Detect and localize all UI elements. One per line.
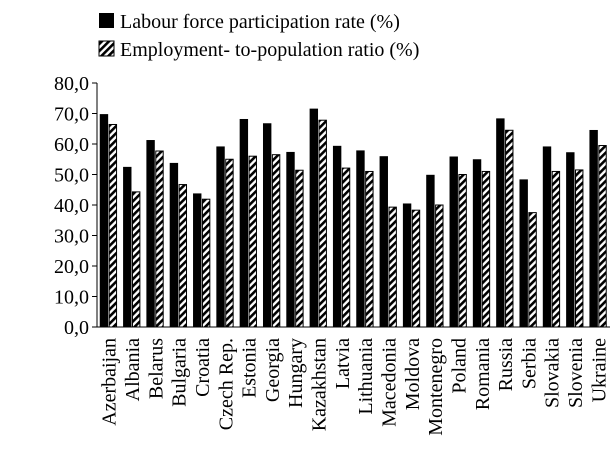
x-tick-label: Croatia [192,338,214,397]
x-axis: Azerbaijan Albania Belarus Bulgaria Croatia C… [97,326,610,436]
bar-employment-15 [458,174,467,328]
bar-labour-7 [262,123,272,327]
y-tick-label: 50,0 [54,165,89,187]
bar-employment-12 [388,206,397,328]
y-tick-label: 0,0 [64,317,89,339]
x-tick-label: Macedonia [378,338,400,427]
x-tick-label: Bulgaria [169,338,191,407]
x-tick-label: Montenegro [425,338,447,436]
bar-employment-4 [201,198,211,328]
bar-labour-14 [426,174,435,327]
bar-labour-12 [379,156,388,327]
bar-employment-8 [295,169,304,328]
x-tick-label: Moldova [402,338,424,410]
x-tick-label: Albania [122,338,144,401]
x-tick-label: Estonia [239,338,261,398]
y-tick-label: 40,0 [54,195,89,217]
bar-employment-9 [318,119,327,328]
x-tick-label: Slovakia [542,338,564,408]
bar-employment-10 [341,167,351,328]
x-tick-label: Georgia [262,338,284,402]
y-tick-label: 80,0 [54,73,89,95]
x-tick-label: Kazakhstan [309,338,331,431]
x-tick-label: Poland [448,338,470,394]
bar-labour-15 [449,156,458,327]
bar-labour-11 [356,150,365,327]
bar-employment-20 [575,169,584,328]
y-tick-label: 60,0 [54,134,89,156]
bar-employment-1 [131,191,141,328]
bar-employment-18 [528,212,537,328]
x-tick-label: Russia [495,338,517,391]
bar-labour-9 [309,108,319,328]
y-tick-label: 10,0 [54,287,89,309]
bar-employment-21 [598,145,607,328]
y-tick-label: 20,0 [54,256,89,278]
y-tick-label: 30,0 [54,226,89,248]
x-tick-label: Belarus [145,338,167,399]
bar-labour-1 [123,166,132,327]
bar-employment-13 [411,209,421,328]
y-axis: 0,0 10,0 20,0 30,0 40,0 50,0 60,0 70,0 80,0 [54,73,98,339]
bar-employment-7 [271,154,281,328]
bar-labour-0 [99,114,109,327]
y-tick-label: 70,0 [54,104,89,126]
x-tick-label: Slovenia [565,338,587,408]
bar-labour-5 [216,146,225,327]
bar-labour-8 [286,151,295,327]
legend-label-labour: Labour force participation rate (%) [120,11,400,33]
x-tick-label: Romania [472,338,494,410]
bar-labour-4 [193,193,202,327]
legend-swatch-employment [98,40,115,57]
bars [99,108,607,328]
bar-labour-20 [566,152,575,327]
bar-labour-10 [332,145,342,327]
bar-employment-6 [248,155,257,328]
bar-employment-11 [365,170,374,328]
x-tick-label: Ukraine [588,338,610,403]
legend: Labour force participation rate (%) Empl… [98,11,419,61]
bar-employment-5 [225,158,234,328]
legend-label-employment: Employment- to-population ratio (%) [120,39,419,61]
x-tick-label: Lithuania [355,338,377,415]
bar-employment-19 [551,170,561,328]
x-tick-label: Latvia [332,338,354,389]
x-tick-label: Serbia [518,338,540,389]
x-tick-label: Czech Rep. [215,338,237,430]
bar-labour-2 [146,140,155,327]
bar-labour-3 [169,162,179,327]
bar-labour-13 [402,203,412,327]
bar-labour-19 [542,146,552,327]
x-tick-label: Azerbaijan [99,338,121,426]
bar-labour-17 [496,118,505,327]
bar-labour-18 [519,179,528,327]
bar-employment-3 [178,184,188,328]
bar-labour-6 [239,118,249,328]
bar-employment-17 [505,129,514,328]
bar-employment-14 [435,204,444,328]
x-tick-label: Hungary [285,338,307,408]
bar-employment-2 [155,150,164,328]
bar-labour-16 [472,159,482,327]
bar-labour-21 [589,129,598,327]
bar-employment-16 [481,170,491,328]
legend-swatch-labour [99,13,114,28]
bar-employment-0 [108,123,118,328]
